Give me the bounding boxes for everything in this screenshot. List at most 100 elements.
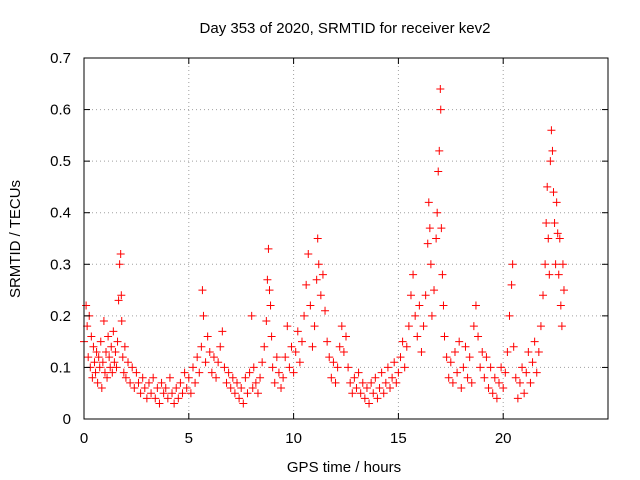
data-point bbox=[402, 342, 411, 351]
data-point bbox=[157, 378, 166, 387]
data-point bbox=[467, 378, 476, 387]
data-point bbox=[161, 384, 170, 393]
data-point bbox=[423, 239, 432, 248]
data-point bbox=[546, 157, 555, 166]
data-point bbox=[386, 384, 395, 393]
data-point bbox=[542, 219, 551, 228]
data-point bbox=[212, 373, 221, 382]
data-point bbox=[312, 275, 321, 284]
data-point bbox=[495, 378, 504, 387]
data-point bbox=[482, 353, 491, 362]
data-point bbox=[344, 363, 353, 372]
data-point bbox=[440, 332, 449, 341]
data-point bbox=[90, 358, 99, 367]
data-point bbox=[105, 353, 114, 362]
data-point bbox=[417, 347, 426, 356]
data-point bbox=[270, 378, 279, 387]
data-point bbox=[507, 280, 516, 289]
data-point bbox=[120, 342, 129, 351]
data-point bbox=[476, 363, 485, 372]
data-point bbox=[224, 368, 233, 377]
data-point bbox=[191, 378, 200, 387]
x-axis-ticks: 0 5 10 15 20 bbox=[80, 58, 512, 447]
data-point bbox=[455, 337, 464, 346]
data-point bbox=[453, 368, 462, 377]
data-point bbox=[450, 347, 459, 356]
data-point bbox=[112, 363, 121, 372]
data-point bbox=[438, 270, 447, 279]
data-point bbox=[151, 394, 160, 403]
data-point bbox=[439, 301, 448, 310]
data-point bbox=[501, 368, 510, 377]
data-point bbox=[263, 275, 272, 284]
data-point bbox=[134, 378, 143, 387]
data-point bbox=[279, 373, 288, 382]
data-point bbox=[526, 378, 535, 387]
x-tick-label: 5 bbox=[185, 430, 193, 447]
data-point bbox=[490, 373, 499, 382]
data-point bbox=[88, 373, 97, 382]
y-axis-label: SRMTID / TECUs bbox=[7, 180, 24, 298]
data-point bbox=[547, 126, 556, 135]
data-point bbox=[394, 368, 403, 377]
data-point bbox=[434, 167, 443, 176]
data-point bbox=[243, 389, 252, 398]
data-point bbox=[287, 342, 296, 351]
data-point bbox=[233, 378, 242, 387]
data-point bbox=[267, 332, 276, 341]
data-point bbox=[163, 394, 172, 403]
data-point bbox=[297, 337, 306, 346]
data-point bbox=[222, 378, 231, 387]
data-point bbox=[556, 301, 565, 310]
data-point bbox=[314, 260, 323, 269]
data-point bbox=[335, 342, 344, 351]
data-point bbox=[488, 389, 497, 398]
data-point bbox=[348, 389, 357, 398]
data-point bbox=[107, 342, 116, 351]
data-point bbox=[266, 301, 275, 310]
data-point bbox=[404, 322, 413, 331]
x-tick-label: 15 bbox=[390, 430, 407, 447]
data-point bbox=[281, 353, 290, 362]
data-point bbox=[226, 384, 235, 393]
data-point bbox=[95, 363, 104, 372]
x-axis-label: GPS time / hours bbox=[287, 459, 401, 476]
data-point bbox=[557, 322, 566, 331]
data-point bbox=[541, 260, 550, 269]
data-point bbox=[203, 332, 212, 341]
data-point bbox=[459, 363, 468, 372]
data-point bbox=[142, 394, 151, 403]
data-point bbox=[264, 244, 273, 253]
data-point bbox=[209, 353, 218, 362]
data-point bbox=[104, 332, 113, 341]
data-point bbox=[102, 347, 111, 356]
data-point bbox=[172, 384, 181, 393]
data-point bbox=[469, 322, 478, 331]
data-point bbox=[237, 384, 246, 393]
data-point bbox=[375, 384, 384, 393]
data-point bbox=[369, 389, 378, 398]
data-point bbox=[522, 368, 531, 377]
data-point bbox=[499, 384, 508, 393]
data-point bbox=[392, 378, 401, 387]
data-point bbox=[329, 358, 338, 367]
data-point bbox=[186, 389, 195, 398]
data-point bbox=[159, 389, 168, 398]
data-point bbox=[99, 317, 108, 326]
data-point bbox=[260, 342, 269, 351]
data-point bbox=[117, 317, 126, 326]
data-point bbox=[121, 373, 130, 382]
data-point bbox=[358, 378, 367, 387]
data-point bbox=[195, 368, 204, 377]
data-point bbox=[398, 337, 407, 346]
data-point bbox=[381, 378, 390, 387]
data-point bbox=[239, 399, 248, 408]
data-point bbox=[331, 378, 340, 387]
data-point bbox=[365, 399, 374, 408]
data-point bbox=[424, 198, 433, 207]
data-point bbox=[138, 373, 147, 382]
data-point bbox=[235, 394, 244, 403]
data-point bbox=[272, 353, 281, 362]
data-point bbox=[415, 301, 424, 310]
data-point bbox=[383, 363, 392, 372]
